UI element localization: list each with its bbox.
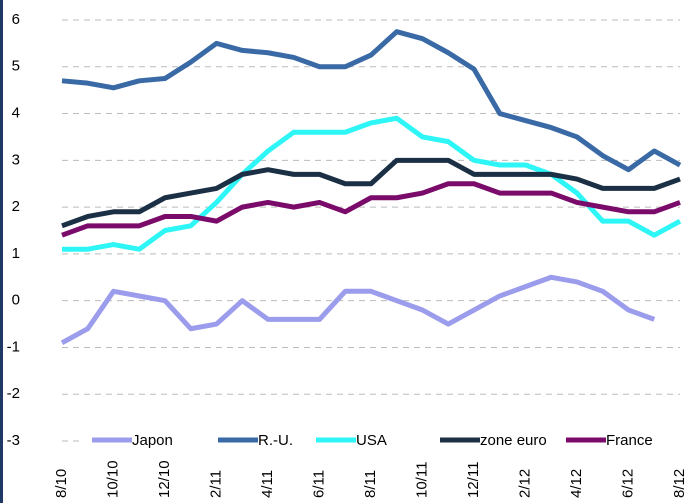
legend: Japon R.-U. USA zone euro France bbox=[82, 428, 688, 452]
x-tick-label: 2/12 bbox=[516, 469, 533, 498]
x-tick-label: 4/12 bbox=[568, 469, 585, 498]
x-tick-label: 6/11 bbox=[310, 470, 327, 498]
x-tick-label: 4/11 bbox=[259, 470, 276, 498]
series-line bbox=[61, 29, 682, 173]
series-line bbox=[61, 157, 681, 229]
x-tick-label: 6/12 bbox=[619, 469, 636, 498]
x-tick-label: 12/10 bbox=[156, 460, 173, 498]
x-tick-label: 10/11 bbox=[413, 462, 430, 498]
y-tick-label: 3 bbox=[12, 151, 20, 168]
series-line bbox=[61, 181, 681, 238]
y-tick-label: 0 bbox=[12, 292, 20, 309]
y-tick-label: -3 bbox=[7, 432, 20, 449]
y-tick-label: 2 bbox=[12, 198, 20, 215]
x-tick-label: 12/11 bbox=[465, 462, 482, 498]
x-tick-label: 8/11 bbox=[362, 470, 379, 498]
y-tick-label: -2 bbox=[7, 385, 20, 402]
legend-label: USA bbox=[356, 432, 387, 449]
legend-label: R.-U. bbox=[258, 432, 293, 449]
x-tick-label: 2/11 bbox=[207, 470, 224, 498]
y-tick-label: 4 bbox=[12, 105, 20, 122]
y-tick-label: 1 bbox=[12, 245, 20, 262]
legend-label: France bbox=[606, 432, 653, 449]
legend-label: zone euro bbox=[480, 432, 547, 449]
left-border bbox=[0, 0, 3, 503]
legend-label: Japon bbox=[132, 432, 173, 449]
x-tick-label: 8/10 bbox=[53, 469, 70, 498]
y-tick-label: -1 bbox=[7, 338, 20, 355]
series-line bbox=[60, 274, 656, 345]
x-tick-label: 8/12 bbox=[671, 469, 688, 498]
y-tick-label: 5 bbox=[12, 58, 20, 75]
series-line bbox=[62, 115, 682, 252]
x-tick-label: 10/10 bbox=[104, 460, 121, 498]
y-tick-label: 6 bbox=[12, 11, 20, 28]
